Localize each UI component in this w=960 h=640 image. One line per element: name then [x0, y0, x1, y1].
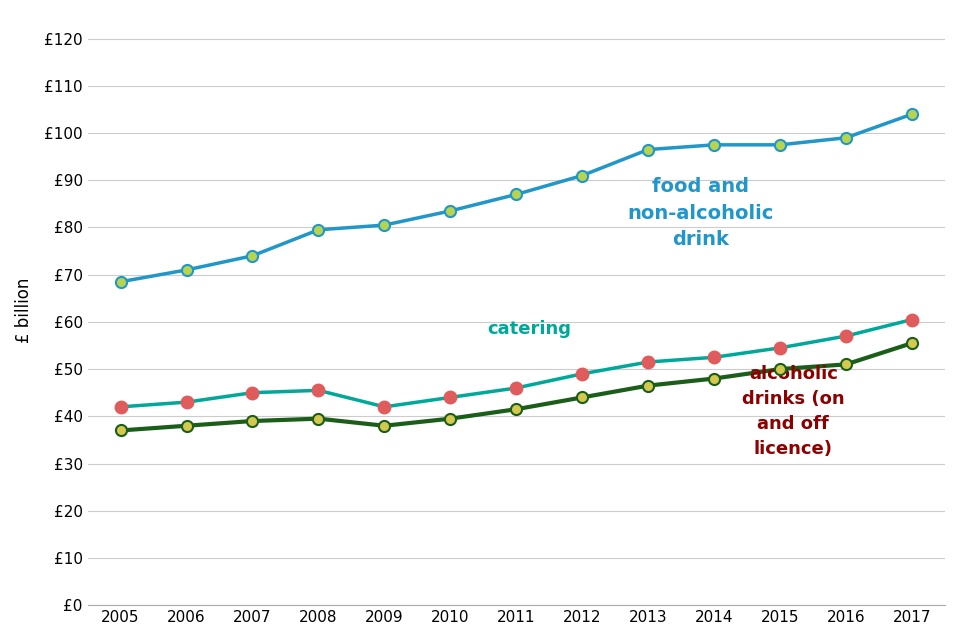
- Text: food and
non-alcoholic
drink: food and non-alcoholic drink: [628, 177, 774, 250]
- Text: alcoholic
drinks (on
and off
licence): alcoholic drinks (on and off licence): [742, 365, 845, 458]
- Y-axis label: £ billion: £ billion: [15, 277, 33, 343]
- Text: catering: catering: [488, 320, 571, 338]
